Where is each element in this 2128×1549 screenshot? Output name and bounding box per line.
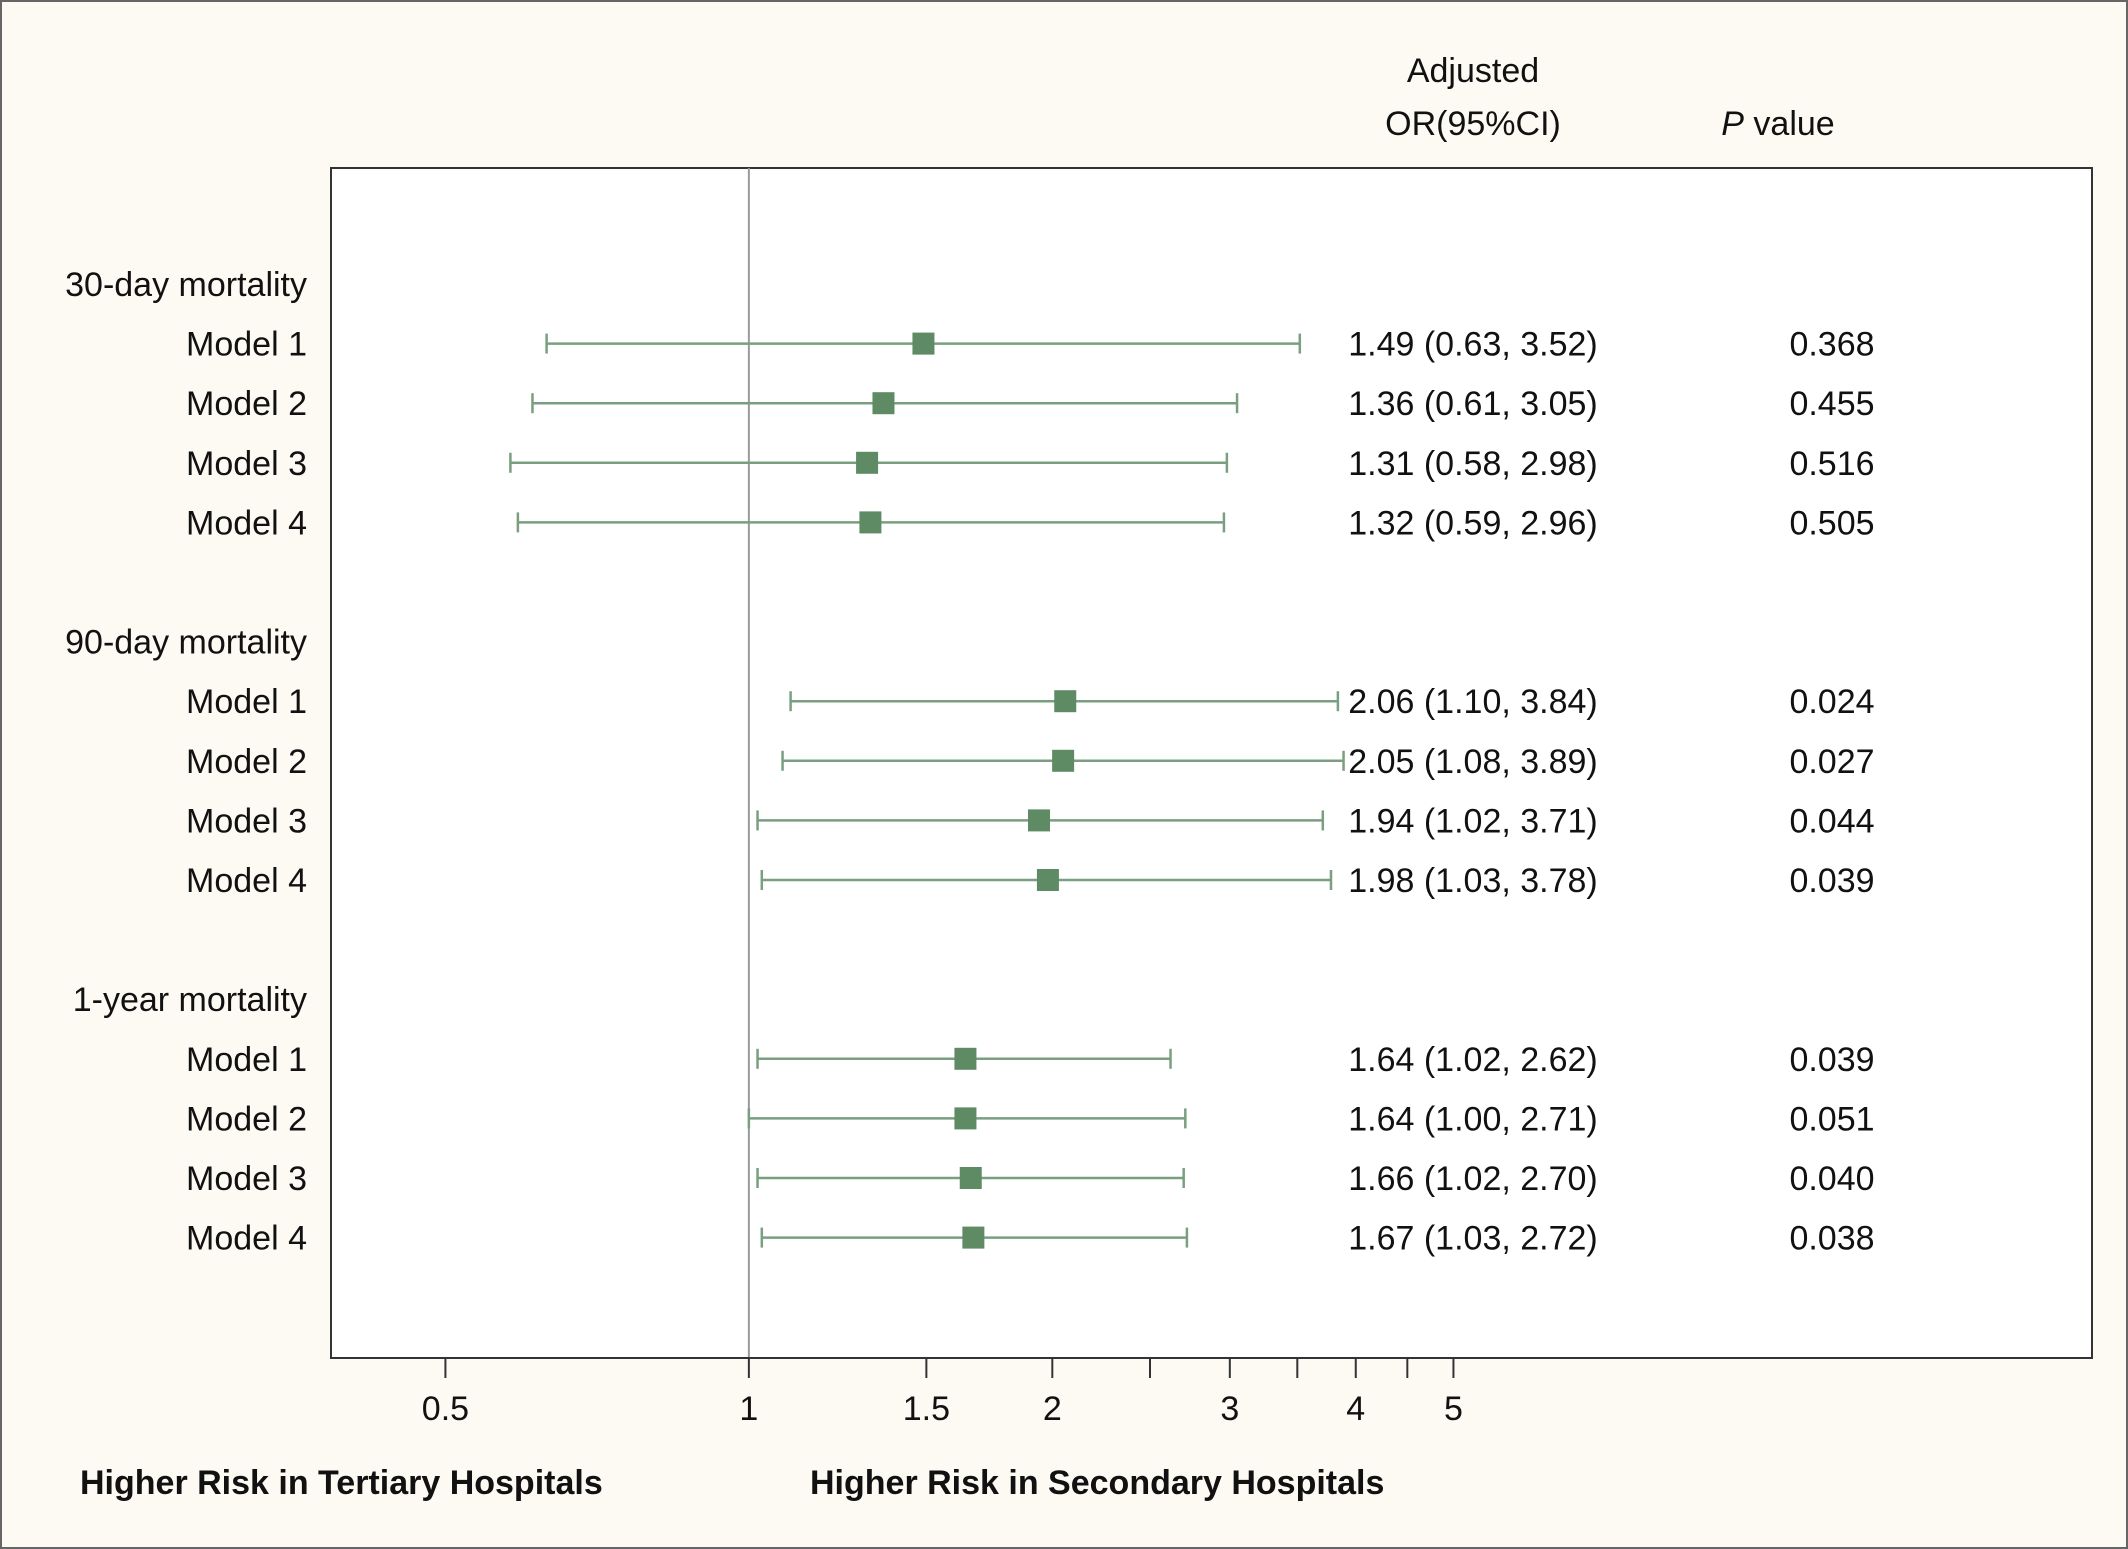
or-ci-value: 1.64 (1.00, 2.71) <box>1348 1100 1598 1138</box>
p-value: 0.038 <box>1789 1220 1874 1258</box>
row-label: Model 3 <box>186 1160 307 1198</box>
or-marker <box>856 451 879 474</box>
row-label: Model 1 <box>186 1041 307 1079</box>
row-label: Model 2 <box>186 1100 307 1138</box>
p-value: 0.368 <box>1789 326 1874 364</box>
or-marker <box>1052 749 1075 772</box>
row-label: Model 4 <box>186 1220 307 1258</box>
p-value: 0.024 <box>1789 683 1874 721</box>
or-marker <box>1027 809 1050 832</box>
x-tick-label: 3 <box>1220 1390 1239 1428</box>
or-ci-value: 1.36 (0.61, 3.05) <box>1348 385 1598 423</box>
p-rest: value <box>1744 105 1835 143</box>
or-marker <box>959 1167 982 1189</box>
or-ci-value: 1.31 (0.58, 2.98) <box>1348 445 1598 483</box>
or-marker <box>872 392 895 415</box>
or-marker <box>859 511 882 534</box>
group-label: 90-day mortality <box>65 624 307 662</box>
row-label: Model 4 <box>186 862 307 900</box>
p-value-header: P value <box>1721 105 1834 143</box>
or-ci-value: 1.49 (0.63, 3.52) <box>1348 326 1598 364</box>
group-label: 1-year mortality <box>73 981 307 1019</box>
or-marker <box>1054 690 1077 713</box>
row-label: Model 3 <box>186 445 307 483</box>
or-ci-value: 2.05 (1.08, 3.89) <box>1348 743 1598 781</box>
p-italic: P <box>1721 105 1744 143</box>
x-axis: 0.5 1 1.5 2 3 4 5 <box>422 1357 1463 1428</box>
row-label: Model 4 <box>186 504 307 542</box>
or-header-line2: OR(95%CI) <box>1385 105 1561 143</box>
row-label: Model 1 <box>186 683 307 721</box>
x-tick-label: 0.5 <box>422 1390 469 1428</box>
or-ci-value: 1.67 (1.03, 2.72) <box>1348 1220 1598 1258</box>
x-tick-label: 1.5 <box>903 1390 950 1428</box>
or-ci-value: 1.64 (1.02, 2.62) <box>1348 1041 1598 1079</box>
or-marker <box>912 332 935 355</box>
p-value: 0.039 <box>1789 1041 1874 1079</box>
or-ci-value: 2.06 (1.10, 3.84) <box>1348 683 1598 721</box>
p-value: 0.040 <box>1789 1160 1874 1198</box>
x-tick-label: 4 <box>1346 1390 1365 1428</box>
p-value: 0.039 <box>1789 862 1874 900</box>
or-marker <box>954 1047 977 1070</box>
or-ci-value: 1.32 (0.59, 2.96) <box>1348 504 1598 542</box>
row-label: Model 3 <box>186 802 307 840</box>
x-tick-label: 2 <box>1043 1390 1062 1428</box>
or-marker <box>954 1107 977 1130</box>
p-value: 0.505 <box>1789 504 1874 542</box>
x-tick-label: 1 <box>739 1390 758 1428</box>
plot-area <box>330 167 2093 1359</box>
group-label: 30-day mortality <box>65 266 307 304</box>
p-value: 0.044 <box>1789 802 1874 840</box>
p-value: 0.051 <box>1789 1100 1874 1138</box>
or-ci-value: 1.98 (1.03, 3.78) <box>1348 862 1598 900</box>
row-label: Model 2 <box>186 385 307 423</box>
p-value: 0.455 <box>1789 385 1874 423</box>
or-ci-value: 1.66 (1.02, 2.70) <box>1348 1160 1598 1198</box>
footer-right-label: Higher Risk in Secondary Hospitals <box>810 1464 1384 1502</box>
or-ci-value: 1.94 (1.02, 3.71) <box>1348 802 1598 840</box>
forest-rows: 30-day mortality Model 1 1.49 (0.63, 3.52)… <box>65 266 1874 1258</box>
or-marker <box>1036 869 1059 891</box>
row-label: Model 1 <box>186 326 307 364</box>
row-label: Model 2 <box>186 743 307 781</box>
p-value: 0.516 <box>1789 445 1874 483</box>
or-marker <box>962 1226 985 1249</box>
p-value: 0.027 <box>1789 743 1874 781</box>
x-tick-label: 5 <box>1444 1390 1463 1428</box>
or-header-line1: Adjusted <box>1407 52 1539 90</box>
footer-left-label: Higher Risk in Tertiary Hospitals <box>80 1464 603 1502</box>
